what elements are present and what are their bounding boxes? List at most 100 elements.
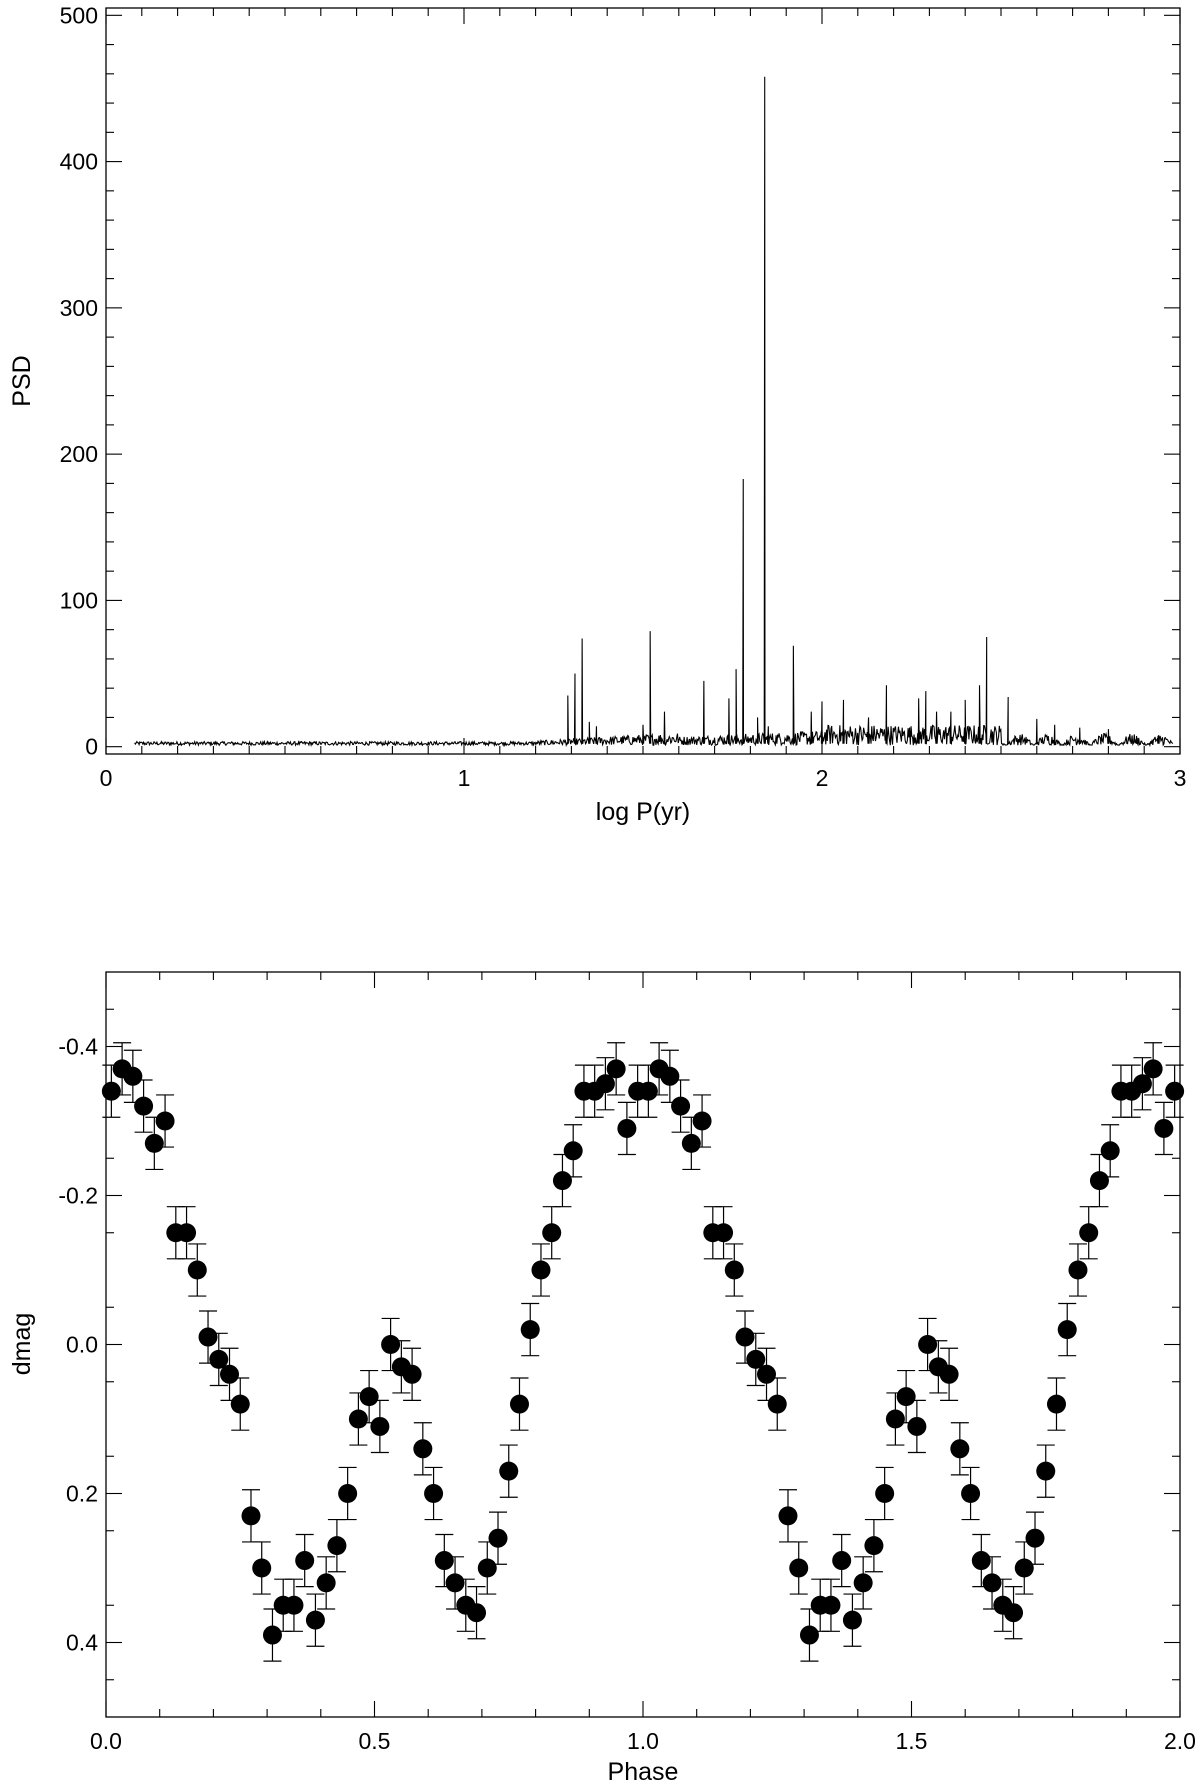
phase-data-point [907, 1416, 927, 1436]
phase-data-point [1057, 1320, 1077, 1340]
phase-x-tick-label: 1.5 [896, 1728, 928, 1754]
phase-data-point [381, 1335, 401, 1354]
phase-data-point [1068, 1260, 1088, 1280]
phase-data-point [1100, 1141, 1120, 1161]
phase-data-point [875, 1484, 895, 1503]
phase-x-tick-label: 1.0 [627, 1728, 659, 1754]
phase-data-point [402, 1364, 422, 1384]
phase-data-point [198, 1327, 218, 1347]
phase-data-point [220, 1364, 240, 1384]
phase-data-point [252, 1558, 272, 1578]
psd-y-tick-label: 0 [85, 734, 98, 760]
phase-data-point [660, 1066, 680, 1086]
phase-data-point [520, 1320, 540, 1340]
phase-data-point [359, 1387, 379, 1407]
phase-data-point [950, 1439, 970, 1459]
phase-data-point [681, 1133, 701, 1153]
phase-data-point [692, 1111, 712, 1131]
psd-tick-labels: 0 1 2 3 0 100 200 300 400 500 [60, 2, 1187, 791]
phase-data-point [445, 1573, 465, 1593]
phase-data-point [1132, 1074, 1152, 1094]
phase-x-axis-label: Phase [608, 1758, 679, 1785]
psd-x-tick-label: 1 [458, 765, 471, 791]
phase-data-point [606, 1059, 626, 1079]
psd-y-tick-label: 300 [60, 295, 98, 321]
phase-data-point [735, 1327, 755, 1347]
phase-data-point [724, 1260, 744, 1280]
phase-data-point [262, 1625, 282, 1645]
phase-data-point [821, 1595, 841, 1615]
phase-data-point [961, 1484, 981, 1503]
phase-data-point [499, 1461, 519, 1481]
phase-data-point [1089, 1171, 1109, 1191]
phase-data-points [101, 1042, 1185, 1662]
phase-y-axis-label: dmag [8, 1313, 36, 1376]
phase-data-point [853, 1573, 873, 1593]
phase-data-point [1025, 1528, 1045, 1548]
phase-data-point [338, 1484, 358, 1503]
phase-data-point [316, 1573, 336, 1593]
phase-data-point [1036, 1461, 1056, 1481]
phase-data-point [542, 1223, 562, 1243]
phase-data-point [1165, 1081, 1185, 1101]
phase-data-point [241, 1506, 261, 1526]
psd-x-tick-label: 2 [816, 765, 829, 791]
phase-data-point [101, 1081, 121, 1101]
phase-data-point [842, 1610, 862, 1630]
phase-data-point [789, 1558, 809, 1578]
psd-y-axis-label: PSD [8, 355, 36, 406]
phase-data-point [155, 1111, 175, 1131]
phase-data-point [305, 1610, 325, 1630]
phase-data-point [982, 1573, 1002, 1593]
phase-data-point [778, 1506, 798, 1526]
phase-data-point [1143, 1059, 1163, 1079]
phase-y-tick-label: 0.0 [66, 1332, 98, 1358]
phase-y-tick-label: 0.4 [66, 1630, 98, 1656]
phase-data-point [757, 1364, 777, 1384]
phase-data-point [348, 1409, 368, 1429]
psd-y-tick-label: 400 [60, 149, 98, 175]
phase-panel: 0.0 0.5 1.0 1.5 2.0 -0.4 -0.2 0.0 0.2 0.4 Phase d… [8, 971, 1196, 1785]
phase-data-point [1014, 1558, 1034, 1578]
phase-data-point [434, 1551, 454, 1571]
phase-data-point [638, 1081, 658, 1101]
phase-data-point [767, 1394, 787, 1414]
psd-series-line [134, 76, 1174, 748]
phase-data-point [714, 1223, 734, 1243]
phase-data-point [1046, 1394, 1066, 1414]
phase-data-point [209, 1349, 229, 1369]
phase-data-point [617, 1118, 637, 1138]
psd-x-tick-label: 3 [1174, 765, 1187, 791]
phase-data-point [1154, 1118, 1174, 1138]
phase-data-point [896, 1387, 916, 1407]
phase-data-point [918, 1335, 938, 1354]
phase-y-tick-label: -0.2 [58, 1183, 98, 1209]
psd-y-tick-label: 200 [60, 441, 98, 467]
phase-data-point [134, 1096, 154, 1116]
phase-data-point [144, 1133, 164, 1153]
phase-data-point [413, 1439, 433, 1459]
phase-data-point [187, 1260, 207, 1280]
phase-data-point [671, 1096, 691, 1116]
phase-data-point [230, 1394, 250, 1414]
phase-axis-ticks [105, 972, 1181, 1717]
phase-tick-labels: 0.0 0.5 1.0 1.5 2.0 -0.4 -0.2 0.0 0.2 0.4 [58, 1034, 1196, 1755]
phase-data-point [284, 1595, 304, 1615]
phase-data-point [1004, 1603, 1024, 1623]
phase-data-point [832, 1551, 852, 1571]
phase-data-point [488, 1528, 508, 1548]
phase-data-point [595, 1074, 615, 1094]
phase-y-tick-label: 0.2 [66, 1481, 98, 1507]
phase-data-point [939, 1364, 959, 1384]
psd-axis-ticks [105, 8, 1181, 754]
phase-data-point [885, 1409, 905, 1429]
phase-data-point [370, 1416, 390, 1436]
phase-data-point [531, 1260, 551, 1280]
phase-data-point [123, 1066, 143, 1086]
phase-data-point [327, 1536, 347, 1556]
psd-x-tick-label: 0 [100, 765, 113, 791]
phase-data-point [509, 1394, 529, 1414]
psd-y-tick-label: 500 [60, 2, 98, 28]
